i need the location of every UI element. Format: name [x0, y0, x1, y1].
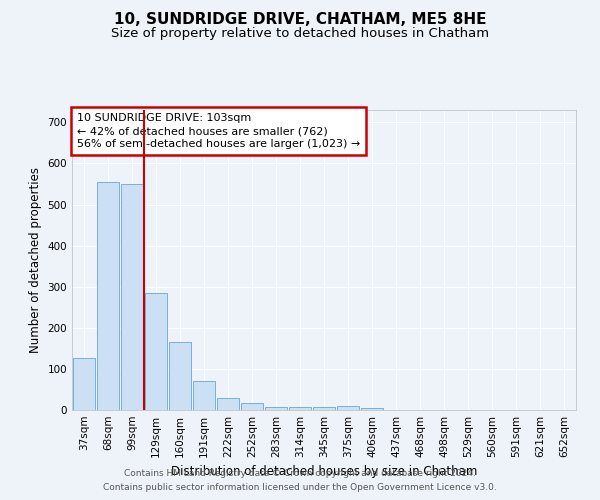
Text: Contains public sector information licensed under the Open Government Licence v3: Contains public sector information licen…	[103, 484, 497, 492]
Bar	[313, 406, 335, 410]
Bar	[361, 408, 383, 410]
Bar	[289, 406, 311, 410]
Text: Contains HM Land Registry data © Crown copyright and database right 2024.: Contains HM Land Registry data © Crown c…	[124, 468, 476, 477]
Bar	[145, 293, 167, 410]
Bar	[241, 403, 263, 410]
Text: Size of property relative to detached houses in Chatham: Size of property relative to detached ho…	[111, 28, 489, 40]
X-axis label: Distribution of detached houses by size in Chatham: Distribution of detached houses by size …	[171, 466, 477, 478]
Bar	[73, 358, 95, 410]
Bar	[193, 381, 215, 410]
Bar	[169, 342, 191, 410]
Text: 10, SUNDRIDGE DRIVE, CHATHAM, ME5 8HE: 10, SUNDRIDGE DRIVE, CHATHAM, ME5 8HE	[114, 12, 486, 28]
Text: 10 SUNDRIDGE DRIVE: 103sqm
← 42% of detached houses are smaller (762)
56% of sem: 10 SUNDRIDGE DRIVE: 103sqm ← 42% of deta…	[77, 113, 360, 150]
Bar	[97, 182, 119, 410]
Bar	[265, 406, 287, 410]
Y-axis label: Number of detached properties: Number of detached properties	[29, 167, 42, 353]
Bar	[121, 184, 143, 410]
Bar	[337, 406, 359, 410]
Bar	[217, 398, 239, 410]
